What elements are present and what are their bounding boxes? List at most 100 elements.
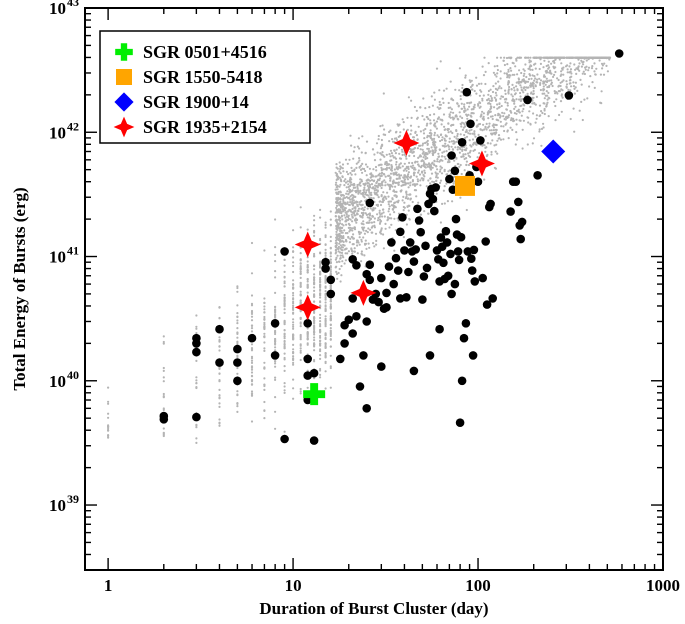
sim-point xyxy=(371,148,375,151)
sim-point xyxy=(370,179,374,182)
sim-point xyxy=(250,315,254,318)
sim-point xyxy=(306,333,309,336)
sim-point xyxy=(313,234,316,237)
sim-point xyxy=(380,163,383,166)
sim-point xyxy=(381,143,384,146)
sim-point xyxy=(372,175,375,178)
sim-point xyxy=(336,254,339,257)
observed-point xyxy=(303,319,313,328)
sim-point xyxy=(329,262,332,265)
sim-point xyxy=(551,84,554,88)
sim-point xyxy=(329,268,332,271)
sim-point xyxy=(433,134,436,137)
sim-point xyxy=(364,182,367,186)
sim-point xyxy=(426,143,429,146)
sim-point xyxy=(466,108,469,111)
sim-point xyxy=(572,81,575,84)
sim-point xyxy=(466,101,469,105)
sim-point xyxy=(411,151,414,154)
sim-point xyxy=(406,205,409,208)
sim-point xyxy=(583,98,586,101)
sim-point xyxy=(374,184,377,187)
observed-point xyxy=(398,213,407,222)
sim-point xyxy=(334,219,337,222)
sim-point xyxy=(522,74,525,77)
sim-point xyxy=(509,119,513,122)
sim-point xyxy=(388,226,391,229)
sim-point xyxy=(522,68,525,71)
sim-point xyxy=(324,301,327,304)
sim-point xyxy=(442,113,446,116)
sim-point xyxy=(250,375,254,378)
sim-point xyxy=(336,201,339,204)
sim-point xyxy=(236,366,239,370)
sim-point xyxy=(521,128,524,131)
sim-point xyxy=(435,192,438,195)
sim-point xyxy=(339,240,343,243)
sim-point xyxy=(352,186,355,189)
sim-point xyxy=(543,109,546,112)
sim-point xyxy=(603,62,606,65)
sim-point xyxy=(500,87,503,90)
sim-point xyxy=(430,162,434,165)
observed-point xyxy=(192,412,201,422)
sim-point xyxy=(547,115,550,118)
sim-point xyxy=(346,210,350,213)
sim-point xyxy=(395,160,398,164)
sim-point xyxy=(389,155,392,158)
sim-point xyxy=(430,172,434,175)
sim-point xyxy=(461,128,464,131)
sim-point xyxy=(452,111,455,114)
sim-point xyxy=(511,95,514,98)
sim-point xyxy=(313,336,316,339)
sim-point xyxy=(543,59,546,62)
observed-point xyxy=(428,194,438,204)
sim-point xyxy=(508,56,511,59)
sim-point xyxy=(319,357,322,360)
sim-point xyxy=(493,106,496,109)
sim-point xyxy=(355,218,359,222)
sim-point xyxy=(528,65,532,68)
sim-point xyxy=(236,402,239,405)
sim-point xyxy=(401,199,404,202)
sim-point xyxy=(313,254,316,257)
sim-point xyxy=(530,91,533,94)
sim-point xyxy=(419,179,422,182)
observed-point xyxy=(466,119,475,129)
sim-point xyxy=(461,155,464,158)
sim-point xyxy=(560,93,564,96)
sim-point xyxy=(385,197,388,200)
observed-point xyxy=(247,333,257,343)
sim-point xyxy=(478,122,482,126)
sim-point xyxy=(432,119,436,122)
sim-point xyxy=(419,106,422,109)
sim-point xyxy=(438,148,441,151)
sim-point xyxy=(363,206,366,209)
sim-point xyxy=(274,396,277,399)
observed-point xyxy=(436,233,446,242)
sim-point xyxy=(292,348,295,351)
sim-point xyxy=(349,195,352,198)
sim-point xyxy=(380,212,383,215)
sim-point xyxy=(574,81,578,84)
sim-point xyxy=(594,56,597,59)
sim-point xyxy=(453,135,456,138)
sim-point xyxy=(299,349,302,352)
sim-point xyxy=(532,56,535,59)
sim-point xyxy=(454,88,457,91)
sim-point xyxy=(335,230,338,233)
sim-point xyxy=(299,392,302,395)
observed-point xyxy=(233,358,242,367)
sim-point xyxy=(306,269,309,272)
sim-point xyxy=(319,300,322,303)
sim-point xyxy=(415,195,418,198)
sim-point xyxy=(394,173,397,176)
observed-points-layer xyxy=(159,49,624,445)
sim-point xyxy=(350,181,353,184)
sim-point xyxy=(434,141,437,144)
sim-point xyxy=(424,163,427,166)
sim-point xyxy=(535,56,538,59)
sim-point xyxy=(459,98,462,101)
sim-point xyxy=(412,136,416,139)
sim-point xyxy=(409,193,412,196)
